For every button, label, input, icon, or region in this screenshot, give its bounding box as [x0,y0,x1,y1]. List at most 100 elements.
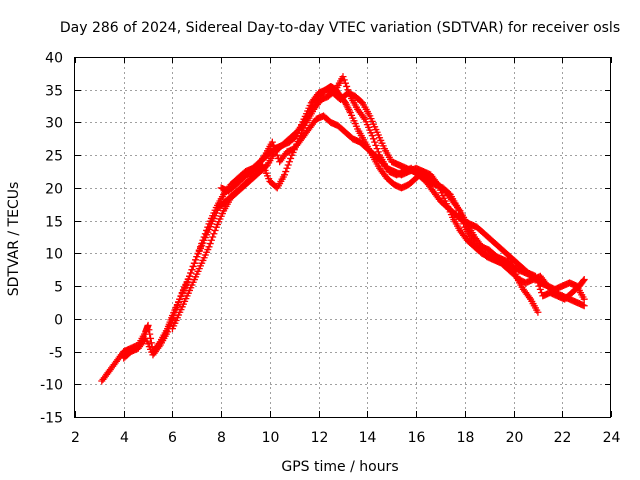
data-point [284,161,292,169]
data-point [580,276,588,284]
y-tick-label: -15 [40,411,63,427]
y-axis-ticks: -15 -10 -5 0 5 10 15 20 25 30 35 40 [40,51,611,427]
data-point [206,240,214,248]
y-tick-label: 0 [54,313,63,329]
data-point [260,153,268,161]
data-point [342,100,350,108]
x-tick-label: 12 [311,430,329,446]
data-point [534,308,542,316]
x-tick-label: 22 [554,430,572,446]
data-point [580,302,588,310]
data-point [144,321,152,329]
x-tick-label: 8 [217,430,226,446]
x-axis-ticks: 2 4 6 8 10 12 14 16 18 20 22 24 [71,57,620,446]
data-point [345,107,353,115]
y-tick-label: 30 [45,116,63,132]
data-point [341,79,349,87]
data-point [167,318,175,326]
y-axis-label: SDTVAR / TECUs [6,182,22,297]
x-tick-label: 18 [457,430,475,446]
x-tick-label: 16 [408,430,426,446]
data-point [147,339,155,347]
data-point [456,210,464,218]
data-point [360,114,368,122]
data-points [98,73,588,385]
data-point [175,298,183,306]
data-point [454,204,462,212]
x-tick-label: 2 [71,430,80,446]
y-tick-label: 35 [45,84,63,100]
data-point [345,105,353,113]
x-tick-label: 6 [168,430,177,446]
data-point [341,99,349,107]
grid [75,57,611,417]
data-point [176,295,184,303]
data-point [207,236,215,244]
data-point [455,207,463,215]
data-point [192,256,200,264]
y-tick-label: 20 [45,182,63,198]
data-point [344,104,352,112]
plot-frame [74,57,611,418]
data-point [168,315,176,323]
data-point [283,164,291,172]
data-point [372,141,380,149]
data-point [155,343,163,351]
y-tick-label: 5 [54,280,63,296]
data-point [458,217,466,225]
data-point [343,102,351,110]
data-point [190,259,198,267]
data-point [536,285,544,293]
x-tick-label: 4 [120,430,129,446]
y-tick-label: 40 [45,51,63,67]
data-point [186,272,194,280]
data-point [580,295,588,303]
series-track-4 [168,86,542,333]
y-tick-label: -10 [40,378,63,394]
data-point [525,294,533,302]
data-point [282,168,290,176]
data-point [460,220,468,228]
x-tick-label: 14 [359,430,377,446]
data-point [579,277,587,285]
data-point [209,233,217,241]
data-point [285,158,293,166]
data-point [535,282,543,290]
x-axis-label: GPS time / hours [281,459,398,475]
data-point [368,132,376,140]
x-tick-label: 10 [262,430,280,446]
chart-title: Day 286 of 2024, Sidereal Day-to-day VTE… [60,20,620,36]
data-point [281,171,289,179]
data-point [205,243,213,251]
data-point [270,141,278,149]
data-point [177,292,185,300]
data-point [145,326,153,334]
data-point [373,145,381,153]
data-point [173,302,181,310]
data-point [343,82,351,90]
x-tick-label: 20 [506,430,524,446]
data-point [211,226,219,234]
data-point [164,328,172,336]
data-point [188,266,196,274]
data-point [187,269,195,277]
data-point [189,262,197,270]
data-point [291,133,299,141]
data-point [340,76,348,84]
data-point [534,279,542,287]
y-tick-label: 10 [45,247,63,263]
data-point [287,154,295,162]
data-point [268,138,276,146]
data-point [146,330,154,338]
y-tick-label: 25 [45,149,63,165]
data-point [339,73,347,81]
x-tick-label: 24 [603,430,621,446]
data-point [371,138,379,146]
data-point [533,276,541,284]
data-point [457,213,465,221]
data-point [374,148,382,156]
y-tick-label: -5 [49,346,63,362]
y-tick-label: 15 [45,215,63,231]
